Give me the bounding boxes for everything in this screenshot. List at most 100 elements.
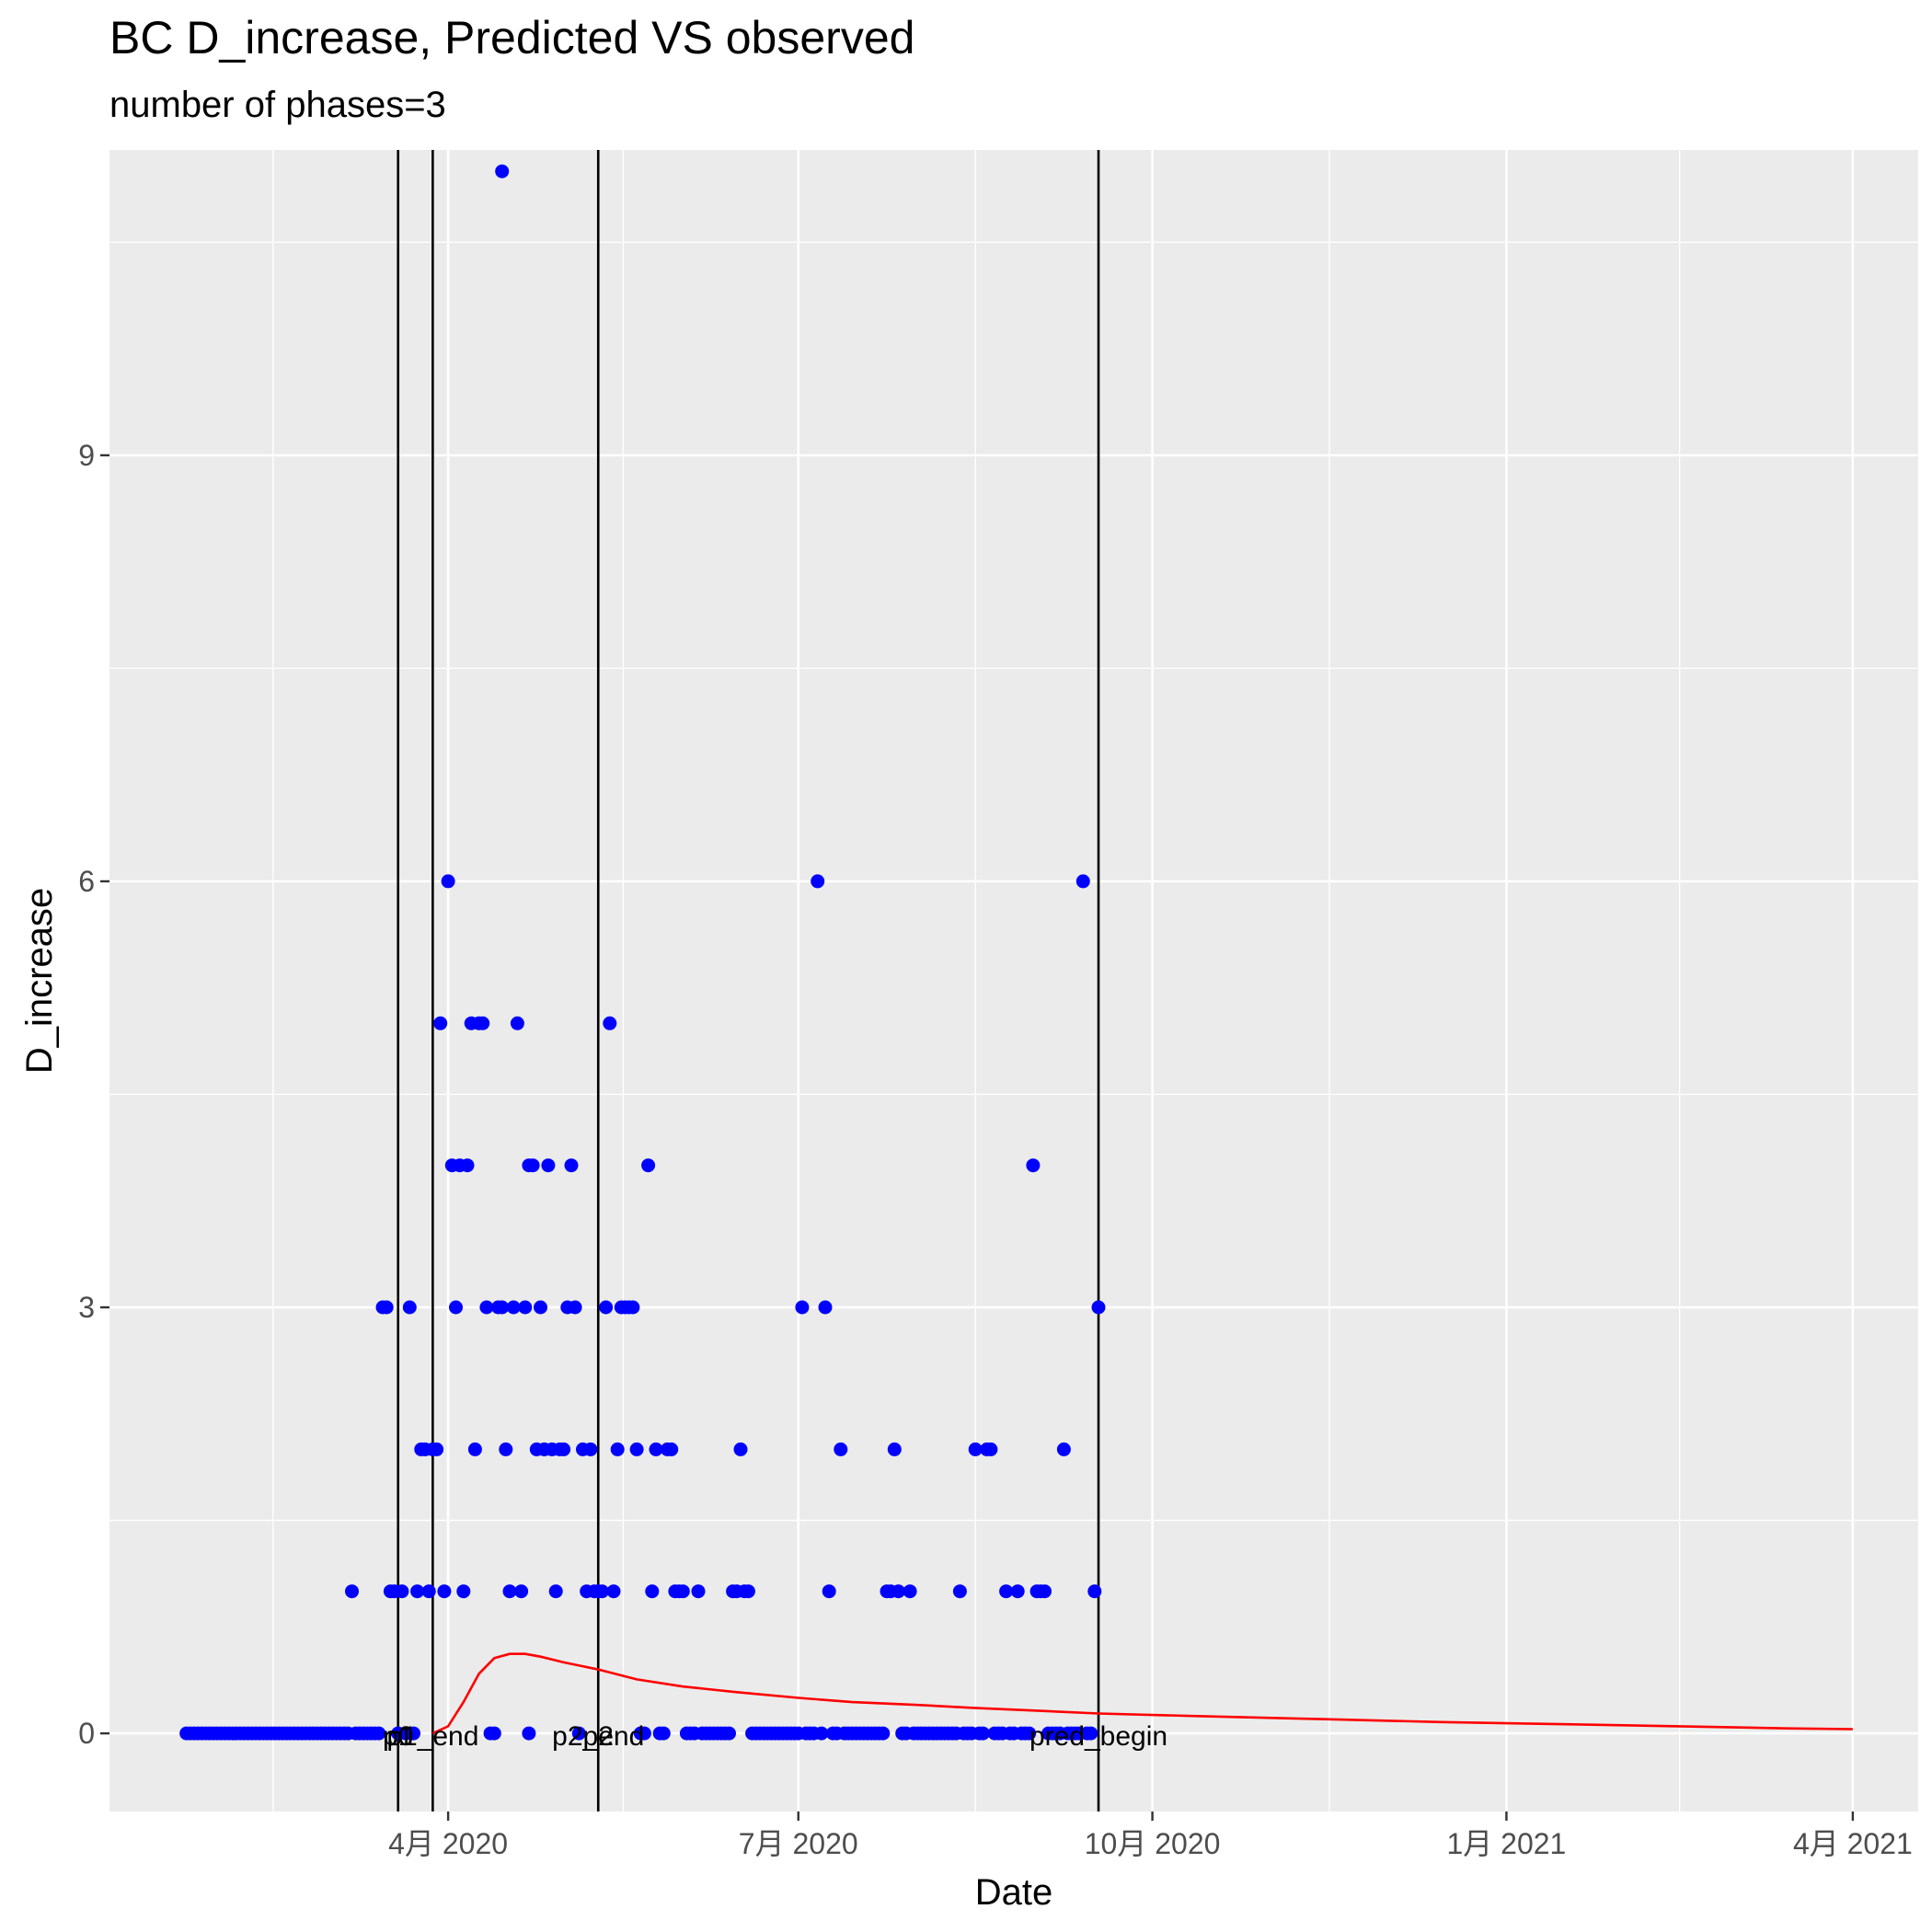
observed-point [514,1584,529,1599]
observed-point [568,1300,582,1315]
observed-point [649,1442,663,1456]
observed-point [433,1016,448,1030]
observed-point [410,1584,425,1599]
phase-label: p2 [583,1721,614,1752]
phase-label: p0 [383,1721,413,1752]
observed-point [506,1300,521,1315]
observed-point [811,874,825,889]
x-tick-labels: 4月 2020 7月 2020 10月 2020 1月 2021 4月 2021 [388,1827,1913,1860]
phase-label: pred_begin [1029,1721,1167,1752]
observed-points [179,164,1106,1741]
chart-title: BC D_increase, Predicted VS observed [109,12,915,63]
observed-point [822,1584,836,1599]
observed-point [1084,1726,1098,1741]
observed-point [1087,1584,1102,1599]
observed-point [534,1300,547,1315]
observed-point [522,1726,536,1741]
y-tick-label: 3 [78,1291,95,1324]
observed-point [345,1584,359,1599]
observed-point [891,1584,905,1599]
observed-point [421,1584,436,1599]
x-axis-title: Date [975,1872,1053,1913]
observed-point [407,1726,420,1741]
observed-point [499,1442,513,1456]
observed-point [1026,1158,1041,1173]
observed-point [541,1158,556,1173]
y-tick-label: 6 [78,865,95,898]
y-tick-labels: 0 3 6 9 [78,439,95,1750]
axis-ticks [100,454,1855,1821]
observed-point [487,1726,501,1741]
observed-point [733,1442,748,1456]
observed-point [656,1726,671,1741]
observed-point [983,1442,998,1456]
observed-point [664,1442,679,1456]
observed-point [1010,1584,1025,1599]
observed-point [675,1584,690,1599]
minor-gridlines [109,150,1918,1811]
observed-point [1091,1300,1106,1315]
observed-point [495,164,510,178]
phase-lines [397,150,1100,1811]
observed-point [795,1300,810,1315]
observed-point [437,1584,452,1599]
y-axis-title: D_increase [19,888,60,1074]
observed-point [564,1158,579,1173]
observed-point [372,1726,386,1741]
observed-point [976,1726,990,1741]
observed-point [1022,1726,1037,1741]
observed-point [952,1584,967,1599]
observed-point [525,1158,540,1173]
observed-point [741,1584,755,1599]
observed-point [518,1300,533,1315]
observed-point [402,1300,417,1315]
observed-point [476,1016,490,1030]
observed-point [510,1016,524,1030]
observed-point [467,1442,482,1456]
observed-point [818,1300,833,1315]
observed-point [1056,1442,1071,1456]
y-tick-label: 0 [78,1717,95,1750]
observed-point [876,1726,891,1741]
observed-point [1038,1584,1052,1599]
observed-point [999,1584,1014,1599]
phase-label: p1_end [386,1721,478,1752]
observed-point [606,1584,621,1599]
observed-point [571,1726,586,1741]
observed-point [456,1584,471,1599]
predicted-line-group [431,1652,1853,1735]
observed-point [691,1584,706,1599]
observed-point [626,1300,640,1315]
observed-point [1075,874,1090,889]
observed-point [814,1726,829,1741]
observed-point [460,1158,475,1173]
observed-point [645,1584,660,1599]
x-tick-label: 10月 2020 [1085,1827,1221,1860]
observed-point [887,1442,902,1456]
predicted-line [431,1652,1853,1735]
observed-point [395,1584,409,1599]
observed-point [479,1300,494,1315]
observed-point [548,1584,563,1599]
observed-point [430,1442,444,1456]
observed-point [495,1300,510,1315]
observed-point [903,1584,917,1599]
observed-point [379,1300,394,1315]
phase-label: p2_end [552,1721,644,1752]
observed-point [968,1442,983,1456]
y-tick-label: 9 [78,439,95,472]
observed-point [834,1442,848,1456]
observed-point [722,1726,736,1741]
observed-point [583,1442,598,1456]
observed-point [629,1442,644,1456]
observed-point [449,1300,463,1315]
observed-point [641,1158,656,1173]
observed-point [637,1726,651,1741]
observed-point [599,1300,614,1315]
x-tick-label: 4月 2021 [1793,1827,1913,1860]
observed-point [610,1442,625,1456]
observed-point [441,874,455,889]
observed-point [557,1442,571,1456]
